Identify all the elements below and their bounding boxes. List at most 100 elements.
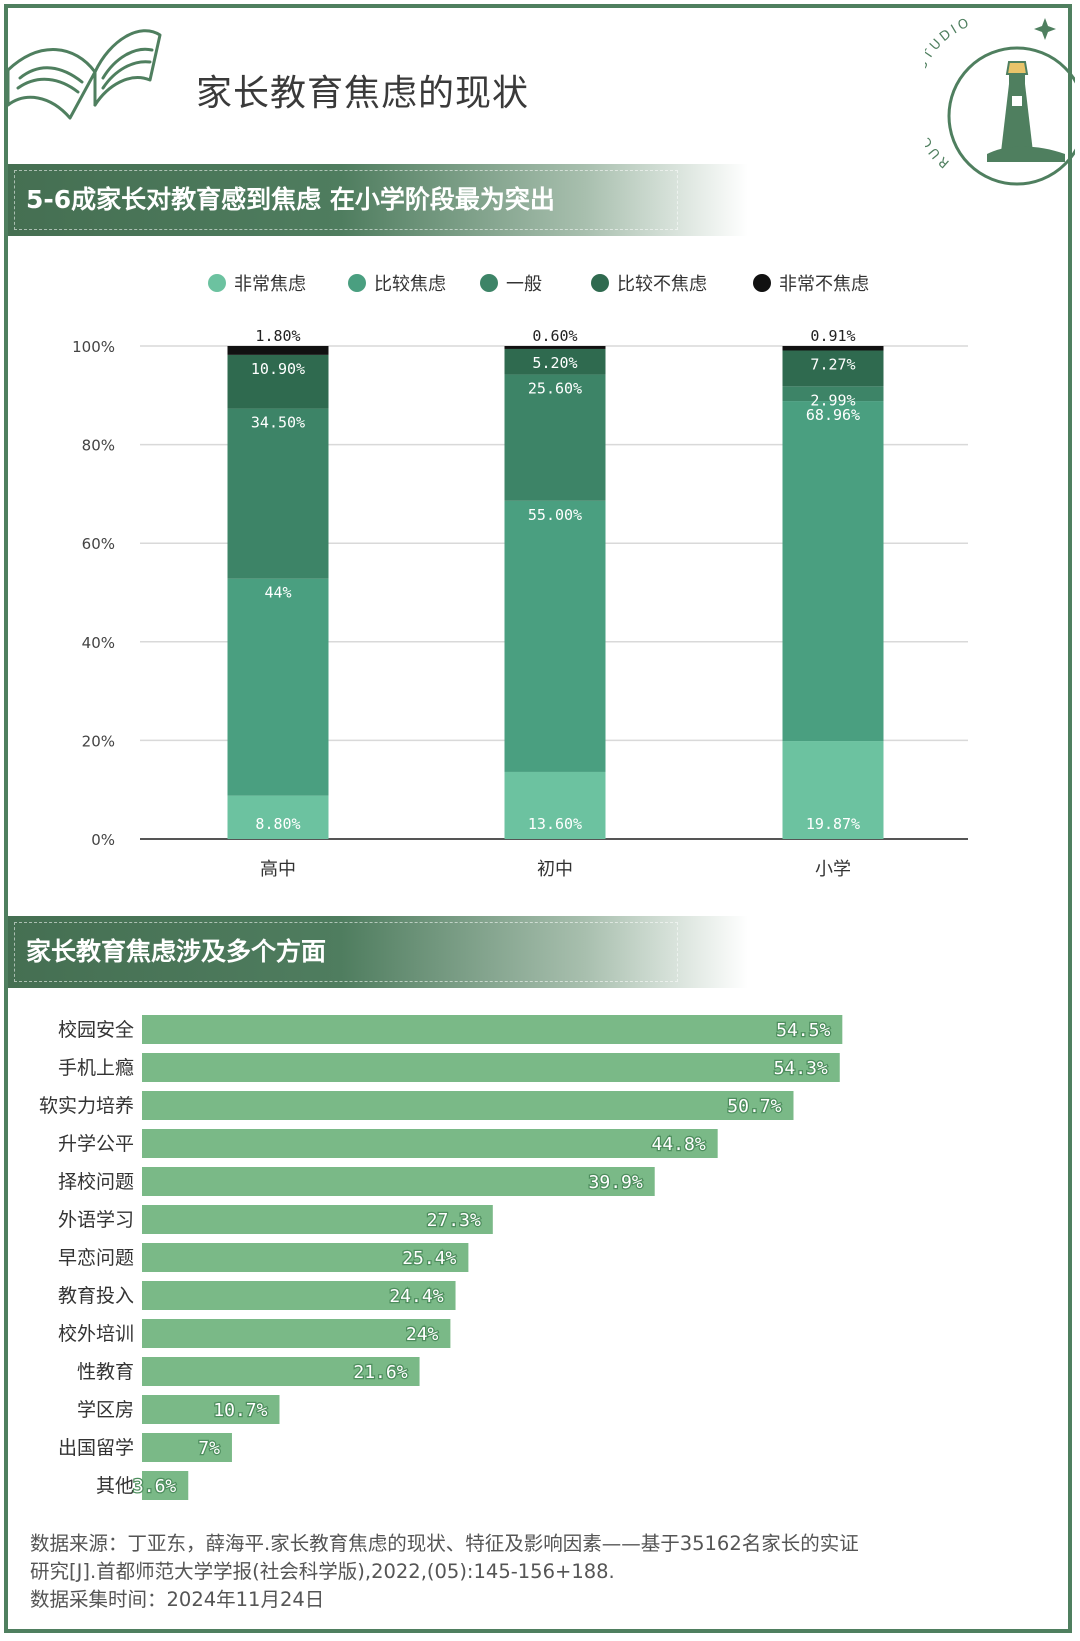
bar-category-label: 校园安全: [58, 1019, 134, 1041]
sparkle-icon: [1034, 18, 1056, 40]
bar-value-label: 54.3%: [774, 1058, 828, 1079]
legend-swatch: [480, 274, 498, 292]
stack-segment: [782, 346, 884, 351]
stack-segment: [227, 408, 329, 579]
y-tick-label: 60%: [82, 535, 115, 553]
source-line-2: 研究[J].首都师范大学学报(社会科学版),2022,(05):145-156+…: [30, 1560, 615, 1583]
ruc-news-studio-logo: RUC NEWS STUDIO: [925, 15, 1075, 186]
section1-title: 5-6成家长对教育感到焦虑 在小学阶段最为突出: [26, 185, 555, 214]
bar-category-label: 早恋问题: [58, 1247, 134, 1269]
source-line-3: 数据采集时间：2024年11月24日: [30, 1588, 325, 1611]
page-frame: [4, 4, 1072, 1633]
stack-segment: [782, 350, 884, 387]
segment-value-label: 55.00%: [528, 506, 582, 524]
legend-swatch: [591, 274, 609, 292]
banner-dashed-border: [14, 922, 678, 982]
stack-segment: [504, 500, 606, 772]
stack-segment: [504, 348, 606, 375]
segment-value-label: 34.50%: [251, 414, 305, 432]
section2-banner: 家长教育焦虑涉及多个方面: [8, 916, 748, 988]
bar: [142, 1015, 843, 1044]
y-tick-label: 0%: [91, 831, 115, 849]
segment-value-label: 0.91%: [810, 327, 855, 345]
bar: [142, 1433, 232, 1462]
logo-text: RUC NEWS STUDIO: [925, 15, 974, 171]
bar: [142, 1319, 451, 1348]
bar: [142, 1357, 420, 1386]
source-note: 数据来源：丁亚东，薛海平.家长教育焦虑的现状、特征及影响因素——基于35162名…: [30, 1530, 859, 1614]
legend-swatch: [753, 274, 771, 292]
page-title: 家长教育焦虑的现状: [196, 73, 530, 114]
bar-category-label: 外语学习: [58, 1209, 134, 1231]
bar: [142, 1243, 469, 1272]
y-tick-label: 20%: [82, 732, 115, 750]
bar: [142, 1395, 280, 1424]
stacked-bar-chart: 非常焦虑 比较焦虑 一般 比较不焦虑 非常不焦虑 0% 20% 40% 60% 80% 100% 8.…: [72, 274, 968, 880]
legend-label: 一般: [506, 274, 542, 295]
stack-segment: [227, 346, 329, 355]
x-category-label: 高中: [260, 859, 296, 880]
legend-label: 非常焦虑: [234, 274, 306, 295]
stack-segment: [227, 354, 329, 409]
bar-value-label: 21.6%: [353, 1362, 407, 1383]
bar-value-label: 24%: [406, 1324, 439, 1345]
segment-value-label: 1.80%: [255, 327, 300, 345]
bar-category-label: 出国留学: [58, 1437, 134, 1459]
bar-category-label: 校外培训: [58, 1323, 134, 1345]
source-line-1: 数据来源：丁亚东，薛海平.家长教育焦虑的现状、特征及影响因素——基于35162名…: [30, 1532, 859, 1555]
x-category-label: 初中: [537, 859, 573, 880]
bar: [142, 1167, 655, 1196]
bar: [142, 1471, 189, 1500]
segment-value-label: 19.87%: [806, 815, 860, 833]
stack-segment: [227, 578, 329, 796]
bar-value-label: 25.4%: [402, 1248, 456, 1269]
bar-category-label: 手机上瘾: [58, 1057, 134, 1079]
x-category-label: 小学: [815, 859, 851, 880]
bar-category-label: 升学公平: [58, 1133, 134, 1155]
bar: [142, 1129, 718, 1158]
bar-value-label: 39.9%: [589, 1172, 643, 1193]
bar: [142, 1091, 794, 1120]
stack-segment: [782, 741, 884, 839]
open-book-icon: [6, 29, 162, 120]
bar-value-label: 50.7%: [727, 1096, 781, 1117]
legend-swatch: [348, 274, 366, 292]
stack-segment: [504, 374, 606, 501]
stack-segment: [782, 386, 884, 402]
section2-title: 家长教育焦虑涉及多个方面: [26, 937, 327, 966]
segment-value-label: 2.99%: [810, 391, 855, 409]
legend-label: 比较焦虑: [374, 274, 446, 295]
section1-banner: 5-6成家长对教育感到焦虑 在小学阶段最为突出: [8, 164, 748, 236]
legend-label: 非常不焦虑: [779, 274, 869, 295]
segment-value-label: 13.60%: [528, 815, 582, 833]
segment-value-label: 0.60%: [532, 327, 577, 345]
bar-category-label: 其他: [96, 1475, 134, 1497]
horizontal-bar-chart: 校园安全 54.5% 手机上瘾 54.3% 软实力培养 50.7% 升学公平 44.8% 择校问…: [39, 1015, 843, 1500]
bar-value-label: 3.6%: [133, 1476, 177, 1497]
bar-value-label: 44.8%: [651, 1134, 705, 1155]
stack-segment: [782, 401, 884, 742]
y-tick-label: 80%: [82, 437, 115, 455]
segment-value-label: 68.96%: [806, 406, 860, 424]
lighthouse-icon: [987, 61, 1065, 162]
bar-category-label: 软实力培养: [39, 1095, 134, 1117]
bar-value-label: 54.5%: [776, 1020, 830, 1041]
stack-segment: [504, 346, 606, 349]
logo-ring: [947, 46, 1075, 186]
bar: [142, 1205, 493, 1234]
bar-category-label: 学区房: [77, 1399, 134, 1421]
bar-category-label: 性教育: [77, 1361, 134, 1383]
legend-label: 比较不焦虑: [617, 274, 707, 295]
banner-dashed-border: [14, 170, 678, 230]
bar-value-label: 10.7%: [213, 1400, 267, 1421]
segment-value-label: 44%: [264, 584, 291, 602]
segment-value-label: 5.20%: [532, 354, 577, 372]
bar-value-label: 7%: [198, 1438, 220, 1459]
segment-value-label: 25.60%: [528, 380, 582, 398]
bar-category-label: 择校问题: [58, 1171, 134, 1193]
stack-segment: [504, 771, 606, 839]
segment-value-label: 7.27%: [810, 355, 855, 373]
bar-category-label: 教育投入: [58, 1285, 134, 1307]
segment-value-label: 8.80%: [255, 815, 300, 833]
y-tick-label: 40%: [82, 634, 115, 652]
